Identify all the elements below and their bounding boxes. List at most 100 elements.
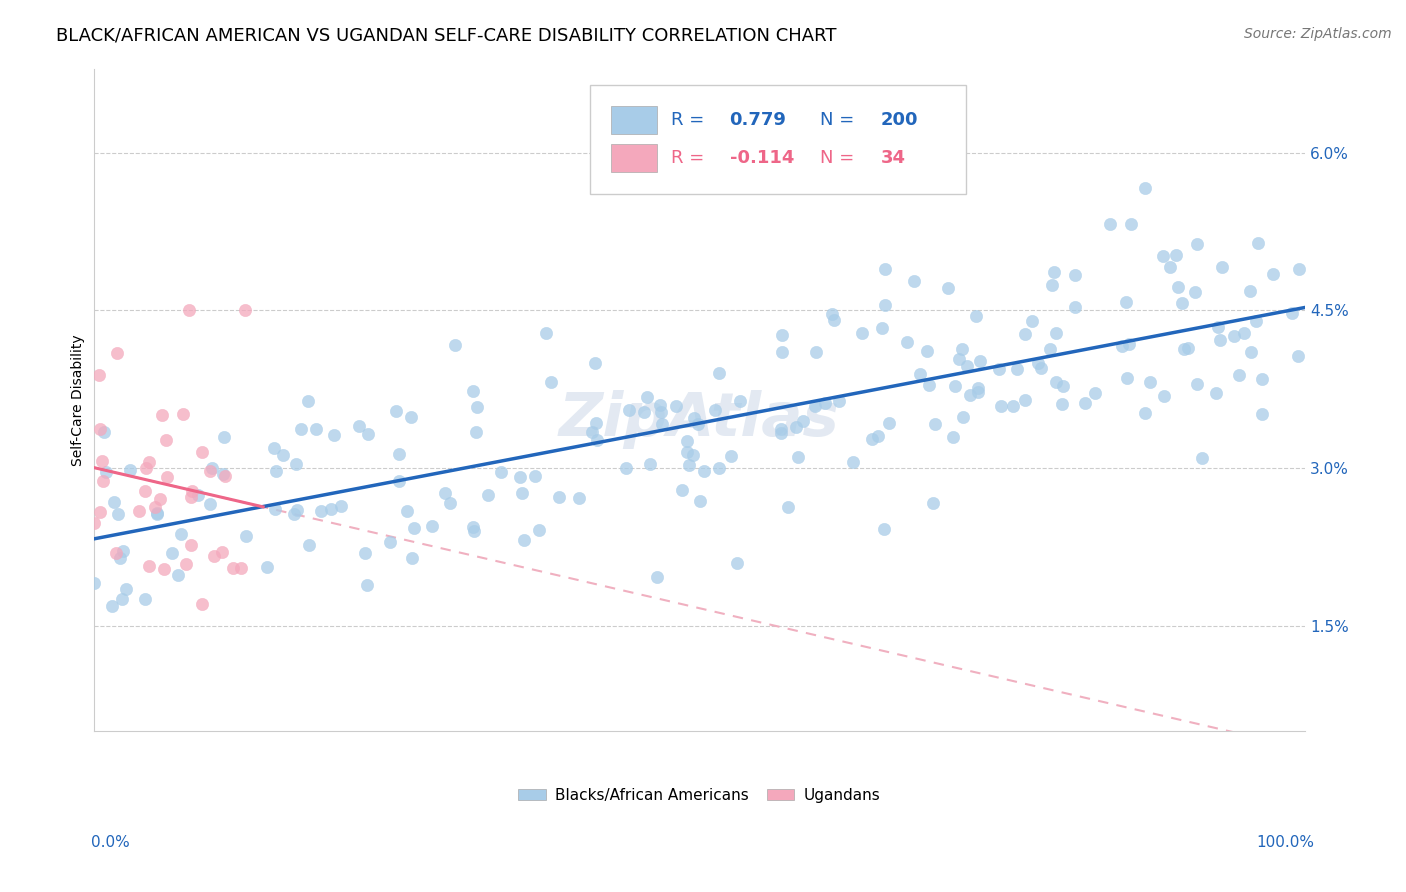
Point bbox=[153, 562, 176, 576]
Point bbox=[1191, 451, 1213, 466]
Text: Source: ZipAtlas.com: Source: ZipAtlas.com bbox=[1244, 27, 1392, 41]
Point bbox=[388, 447, 411, 461]
Point bbox=[464, 425, 486, 439]
Point bbox=[211, 545, 233, 559]
FancyBboxPatch shape bbox=[610, 106, 657, 134]
Point bbox=[138, 455, 160, 469]
Point bbox=[180, 538, 202, 552]
Point bbox=[145, 507, 167, 521]
Point bbox=[1063, 300, 1085, 314]
Point bbox=[648, 398, 671, 412]
Point bbox=[1153, 389, 1175, 403]
Point bbox=[638, 457, 661, 471]
Point bbox=[1133, 180, 1156, 194]
Point bbox=[155, 434, 177, 448]
Point bbox=[873, 262, 896, 277]
Point bbox=[138, 559, 160, 574]
Point bbox=[1116, 370, 1139, 384]
Point bbox=[357, 427, 380, 442]
Point bbox=[150, 408, 173, 422]
Point bbox=[1074, 396, 1097, 410]
Point bbox=[1206, 320, 1229, 334]
Point bbox=[353, 546, 375, 560]
Point bbox=[1239, 284, 1261, 298]
Point bbox=[235, 529, 257, 543]
Point bbox=[725, 556, 748, 570]
Point bbox=[465, 400, 488, 414]
Point bbox=[180, 490, 202, 504]
Point bbox=[172, 407, 194, 421]
Point bbox=[842, 455, 865, 469]
Point bbox=[966, 384, 988, 399]
Point bbox=[1115, 294, 1137, 309]
Point bbox=[823, 312, 845, 326]
Point bbox=[115, 582, 138, 597]
Point bbox=[1159, 260, 1181, 275]
Point bbox=[614, 461, 637, 475]
Point bbox=[651, 417, 673, 431]
Point bbox=[956, 359, 979, 373]
Point bbox=[1177, 341, 1199, 355]
Text: 34: 34 bbox=[882, 149, 905, 167]
Point bbox=[1045, 375, 1067, 389]
Point bbox=[866, 429, 889, 443]
Point bbox=[686, 417, 709, 431]
Point bbox=[990, 399, 1012, 413]
Legend: Blacks/African Americans, Ugandans: Blacks/African Americans, Ugandans bbox=[519, 788, 880, 803]
Point bbox=[581, 425, 603, 440]
Point bbox=[444, 338, 467, 352]
Point bbox=[434, 486, 457, 500]
Point bbox=[903, 274, 925, 288]
Point bbox=[461, 384, 484, 398]
Point bbox=[1139, 375, 1161, 389]
Point bbox=[770, 426, 793, 441]
Point bbox=[950, 342, 973, 356]
Point bbox=[943, 379, 966, 393]
Point bbox=[135, 461, 157, 475]
Point bbox=[177, 303, 200, 318]
Point bbox=[534, 326, 557, 340]
Point bbox=[636, 390, 658, 404]
Point bbox=[297, 393, 319, 408]
Point bbox=[988, 362, 1011, 376]
Point bbox=[93, 425, 115, 439]
Point bbox=[910, 367, 932, 381]
Point bbox=[198, 464, 221, 478]
Text: N =: N = bbox=[821, 149, 860, 167]
Point bbox=[527, 523, 550, 537]
Point bbox=[665, 400, 688, 414]
Point bbox=[1233, 326, 1256, 340]
Point bbox=[439, 496, 461, 510]
Point bbox=[309, 503, 332, 517]
Point bbox=[1205, 385, 1227, 400]
Point bbox=[233, 303, 256, 318]
Point bbox=[728, 393, 751, 408]
Point bbox=[134, 484, 156, 499]
Point bbox=[191, 598, 214, 612]
Point bbox=[877, 416, 900, 430]
Point bbox=[1121, 217, 1143, 231]
Point bbox=[510, 485, 533, 500]
Point bbox=[918, 378, 941, 392]
Point bbox=[356, 578, 378, 592]
Point bbox=[134, 591, 156, 606]
Point bbox=[770, 344, 793, 359]
Point bbox=[785, 420, 807, 434]
Point bbox=[1211, 260, 1233, 274]
Point bbox=[870, 320, 893, 334]
Point bbox=[1185, 377, 1208, 392]
Point bbox=[1005, 362, 1028, 376]
Text: N =: N = bbox=[821, 112, 860, 129]
Point bbox=[707, 460, 730, 475]
Point bbox=[111, 592, 134, 607]
Point bbox=[1209, 333, 1232, 347]
Point bbox=[547, 490, 569, 504]
Point bbox=[969, 354, 991, 368]
Point bbox=[851, 326, 873, 340]
Point bbox=[264, 464, 287, 478]
FancyBboxPatch shape bbox=[610, 144, 657, 172]
Point bbox=[103, 494, 125, 508]
Point bbox=[399, 409, 422, 424]
Point bbox=[1043, 264, 1066, 278]
Point bbox=[1098, 217, 1121, 231]
